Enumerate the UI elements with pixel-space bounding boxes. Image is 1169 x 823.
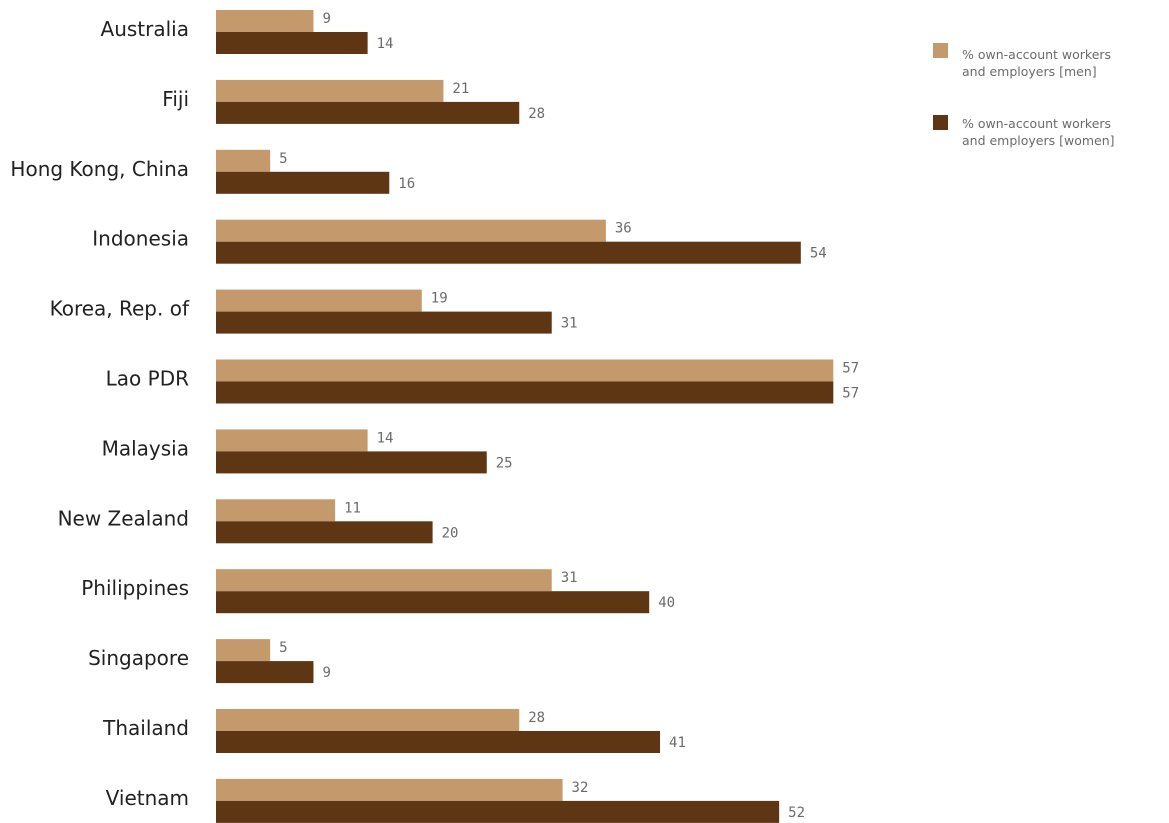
- value-label-men-singapore: 5: [279, 640, 287, 656]
- bar-women-indonesia: [216, 241, 801, 264]
- value-label-men-hong-kong-china: 5: [279, 151, 287, 167]
- value-label-men-new-zealand: 11: [344, 500, 361, 516]
- bar-men-malaysia: [216, 429, 368, 452]
- category-label-hong-kong-china: Hong Kong, China: [10, 157, 189, 181]
- bar-women-australia: [216, 32, 368, 54]
- bars-layer: [216, 10, 834, 823]
- value-label-men-lao-pdr: 57: [842, 361, 859, 377]
- value-label-women-indonesia: 54: [810, 246, 827, 262]
- bar-women-vietnam: [216, 800, 780, 823]
- bar-women-philippines: [216, 591, 650, 614]
- value-label-women-singapore: 9: [322, 665, 330, 681]
- legend-label-men-line1: % own-account workers: [962, 47, 1111, 62]
- value-label-women-lao-pdr: 57: [842, 386, 859, 402]
- bar-men-thailand: [216, 709, 520, 731]
- value-label-women-australia: 14: [377, 36, 394, 52]
- bar-women-thailand: [216, 731, 661, 753]
- bar-men-korea-rep-of: [216, 289, 422, 312]
- bar-women-new-zealand: [216, 521, 433, 544]
- legend-swatch-men: [933, 43, 948, 58]
- bar-women-malaysia: [216, 451, 487, 474]
- value-label-women-korea-rep-of: 31: [561, 316, 578, 332]
- value-label-women-hong-kong-china: 16: [398, 176, 415, 192]
- category-label-vietnam: Vietnam: [106, 786, 189, 810]
- category-label-philippines: Philippines: [81, 576, 189, 600]
- bar-women-singapore: [216, 661, 314, 684]
- bar-men-fiji: [216, 79, 444, 102]
- category-label-singapore: Singapore: [88, 646, 189, 670]
- category-label-fiji: Fiji: [162, 87, 189, 111]
- bar-men-hong-kong-china: [216, 149, 271, 172]
- legend-label-women-line2: and employers [women]: [962, 133, 1115, 148]
- bar-men-lao-pdr: [216, 359, 834, 382]
- legend: % own-account workers and employers [men…: [933, 43, 1115, 148]
- bar-men-singapore: [216, 639, 271, 662]
- category-label-australia: Australia: [101, 17, 189, 41]
- bar-women-fiji: [216, 101, 520, 124]
- value-label-men-malaysia: 14: [377, 430, 394, 446]
- category-label-new-zealand: New Zealand: [58, 506, 189, 530]
- value-label-men-korea-rep-of: 19: [431, 291, 448, 307]
- value-label-men-thailand: 28: [528, 710, 545, 726]
- value-label-men-australia: 9: [322, 11, 330, 27]
- category-label-thailand: Thailand: [102, 716, 189, 740]
- value-label-men-vietnam: 32: [572, 780, 589, 796]
- category-label-lao-pdr: Lao PDR: [106, 367, 189, 391]
- bar-men-philippines: [216, 569, 552, 592]
- bar-men-indonesia: [216, 219, 606, 242]
- value-label-women-vietnam: 52: [788, 805, 805, 821]
- bar-men-new-zealand: [216, 499, 336, 522]
- value-label-women-thailand: 41: [669, 735, 686, 751]
- value-label-men-fiji: 21: [452, 81, 469, 97]
- legend-label-men-line2: and employers [men]: [962, 64, 1097, 79]
- value-label-women-malaysia: 25: [496, 455, 513, 471]
- bar-men-vietnam: [216, 778, 563, 801]
- value-label-women-philippines: 40: [658, 595, 675, 611]
- bar-women-korea-rep-of: [216, 311, 552, 334]
- bar-men-australia: [216, 10, 314, 32]
- labels-layer: Australia 9 14 Fiji 21 28 Hong Kong, China 5 16 I…: [10, 11, 859, 821]
- value-label-women-new-zealand: 20: [442, 525, 459, 541]
- legend-swatch-women: [933, 115, 948, 130]
- value-label-men-philippines: 31: [561, 570, 578, 586]
- bar-women-hong-kong-china: [216, 171, 390, 194]
- value-label-women-fiji: 28: [528, 106, 545, 122]
- legend-label-women-line1: % own-account workers: [962, 116, 1111, 131]
- value-label-men-indonesia: 36: [615, 221, 632, 237]
- bar-women-lao-pdr: [216, 381, 834, 404]
- category-label-korea-rep-of: Korea, Rep. of: [50, 297, 190, 321]
- category-label-malaysia: Malaysia: [102, 436, 189, 460]
- category-label-indonesia: Indonesia: [92, 227, 189, 251]
